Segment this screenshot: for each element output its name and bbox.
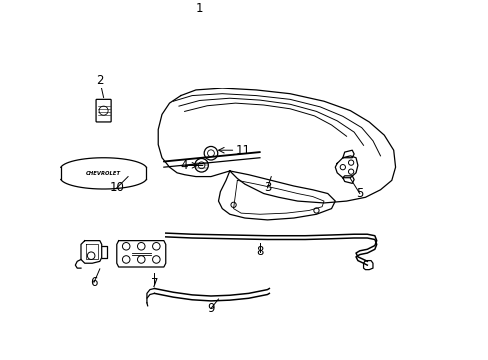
Text: CHEVROLET: CHEVROLET [86, 171, 121, 176]
Text: 8: 8 [256, 246, 263, 258]
Text: 2: 2 [96, 74, 103, 87]
Text: 9: 9 [207, 302, 214, 315]
Text: 5: 5 [355, 187, 363, 200]
Text: 4: 4 [181, 159, 188, 172]
Text: 10: 10 [109, 181, 124, 194]
Text: 1: 1 [196, 3, 203, 15]
Text: 3: 3 [263, 181, 271, 194]
Text: 7: 7 [150, 278, 158, 291]
Text: 6: 6 [90, 275, 98, 289]
Text: 11: 11 [235, 144, 250, 157]
